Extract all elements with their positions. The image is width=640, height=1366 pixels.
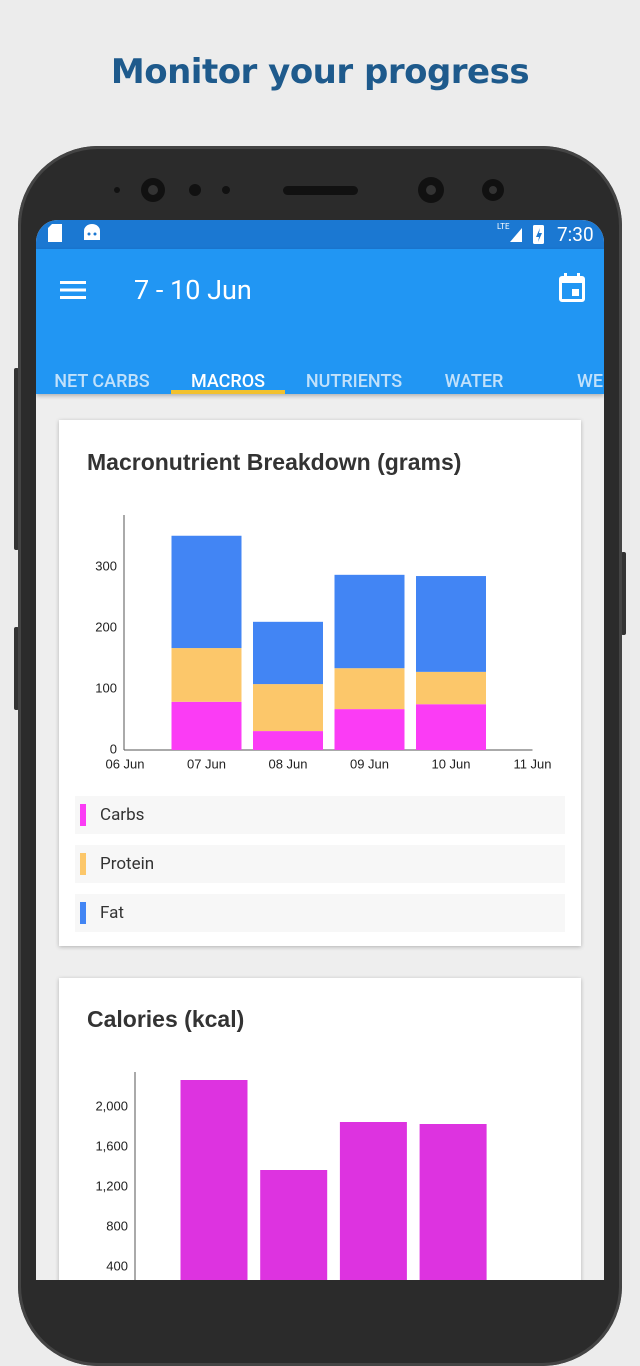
chart: Calories (kcal) 400 800 1,200 1,600 2,000 [87,1006,487,1280]
legend-swatch [80,853,86,875]
bar-segment [253,621,323,685]
bar-segment [334,709,405,750]
x-tick-label: 11 Jun [513,756,551,771]
app-title: 7 - 10 Jun [134,274,252,306]
legend-item[interactable]: Fat [75,894,565,932]
x-tick-label: 07 Jun [187,756,226,771]
chart: Macronutrient Breakdown (grams) 0 100 200 30… [87,449,552,771]
bar-segment [416,576,486,672]
legend-item[interactable]: Carbs [75,796,565,834]
y-tick-label: 800 [106,1218,128,1233]
y-tick-label: 2,000 [95,1098,128,1113]
screen: LTE 7:30 7 - 10 Jun NET CARBS MACROS NUT… [36,220,604,1280]
headline: Monitor your progress [110,52,530,92]
status-bar: LTE 7:30 [36,220,604,249]
bar-segment [416,704,486,750]
tab[interactable]: NUTRIENTS [305,371,403,392]
tab[interactable]: WATER [444,371,504,392]
y-tick-label: 200 [95,619,117,634]
bar-segment [334,574,405,669]
legend-item[interactable]: Protein [75,845,565,883]
bar [419,1124,487,1280]
chart-card: Macronutrient Breakdown (grams) 0 100 200 30… [59,420,581,946]
legend-label: Carbs [100,805,145,825]
bar [180,1080,248,1280]
x-tick-label: 10 Jun [431,756,470,771]
bar [339,1122,407,1280]
tab[interactable]: NET CARBS [54,371,150,392]
bar-segment [171,701,242,750]
legend-swatch [80,804,86,826]
y-tick-label: 400 [106,1258,128,1273]
app-bar: 7 - 10 Jun NET CARBS MACROS NUTRIENTS WA… [36,249,604,394]
chart-card: Calories (kcal) 400 800 1,200 1,600 2,000 [59,978,581,1280]
chart-title: Calories (kcal) [87,1006,244,1032]
tab[interactable]: WEIGHT [577,371,604,392]
y-tick-label: 100 [95,680,117,695]
x-tick-label: 08 Jun [268,756,307,771]
legend-label: Fat [100,903,124,923]
status-icons [48,224,544,244]
x-tick-label: 09 Jun [350,756,389,771]
y-tick-label: 300 [95,558,117,573]
network-label: LTE [497,222,510,231]
y-tick-label: 1,200 [95,1178,128,1193]
x-tick-label: 06 Jun [105,756,144,771]
y-tick-label: 1,600 [95,1138,128,1153]
tab-indicator [171,390,285,394]
bar-segment [334,668,405,710]
clock: 7:30 [557,223,594,246]
bar-segment [171,535,242,649]
tab[interactable]: MACROS [190,371,266,392]
phone-sensors [114,177,504,203]
menu-button[interactable] [58,279,88,301]
side-button [621,552,626,635]
bar [260,1170,328,1280]
bar-segment [253,684,323,732]
side-button [14,627,19,710]
chart-title: Macronutrient Breakdown (grams) [87,449,461,475]
calendar-button[interactable] [556,271,588,305]
bar-segment [253,731,323,750]
bar-segment [416,671,486,705]
page: Monitor your progress LTE 7:30 7 - 10 Ju… [14,52,626,1366]
side-button [14,368,19,550]
legend-swatch [80,902,86,924]
bar-segment [171,648,242,702]
y-tick-label: 0 [110,741,117,756]
legend-label: Protein [100,854,155,874]
